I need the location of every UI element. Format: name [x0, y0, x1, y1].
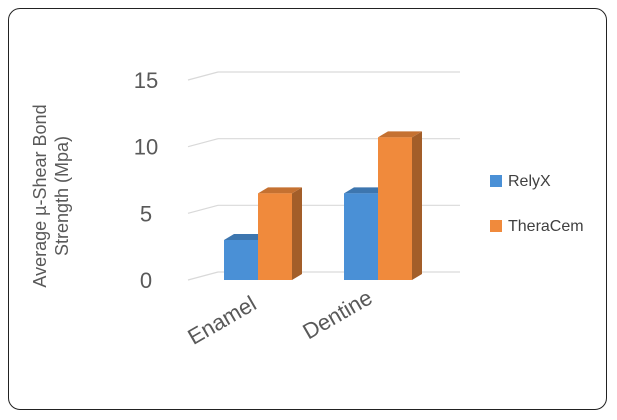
bars [224, 131, 422, 280]
bar-top-face [224, 234, 268, 240]
chart-frame [8, 8, 607, 410]
bar-top-face [344, 187, 388, 194]
bar-front-face [344, 193, 378, 280]
bar-top-face [258, 187, 302, 194]
bar-theracem-dentine [378, 131, 422, 280]
bar-front-face [224, 240, 258, 280]
y-axis-ticks: 0 5 10 15 [134, 68, 158, 293]
legend: RelyX TheraCem [490, 173, 584, 235]
legend-swatch-relyx [490, 175, 502, 187]
y-axis-label-line-1: Average µ-Shear Bond [30, 104, 50, 287]
bar-side-face [412, 131, 422, 280]
legend-label-relyx: RelyX [508, 173, 551, 190]
bar-side-face [292, 187, 302, 280]
category-label-enamel: Enamel [183, 291, 260, 350]
y-tick-label: 0 [140, 268, 152, 293]
gridline-slant [187, 71, 219, 81]
legend-swatch-theracem [490, 220, 502, 232]
bar-theracem-enamel [258, 187, 302, 280]
y-tick-label: 10 [134, 135, 158, 160]
gridline-slant [187, 204, 219, 214]
bar-top-face [378, 131, 422, 138]
gridline-slant [187, 271, 219, 281]
gridline-slant [187, 138, 219, 148]
legend-label-theracem: TheraCem [508, 218, 584, 235]
bar-front-face [258, 193, 292, 280]
category-labels: Enamel Dentine [183, 285, 376, 350]
category-label-dentine: Dentine [298, 285, 376, 345]
y-tick-label: 5 [140, 201, 152, 226]
y-tick-label: 15 [134, 68, 158, 93]
bar-front-face [378, 137, 412, 280]
y-axis-label-line-2: Strength (Mpa) [52, 136, 72, 256]
